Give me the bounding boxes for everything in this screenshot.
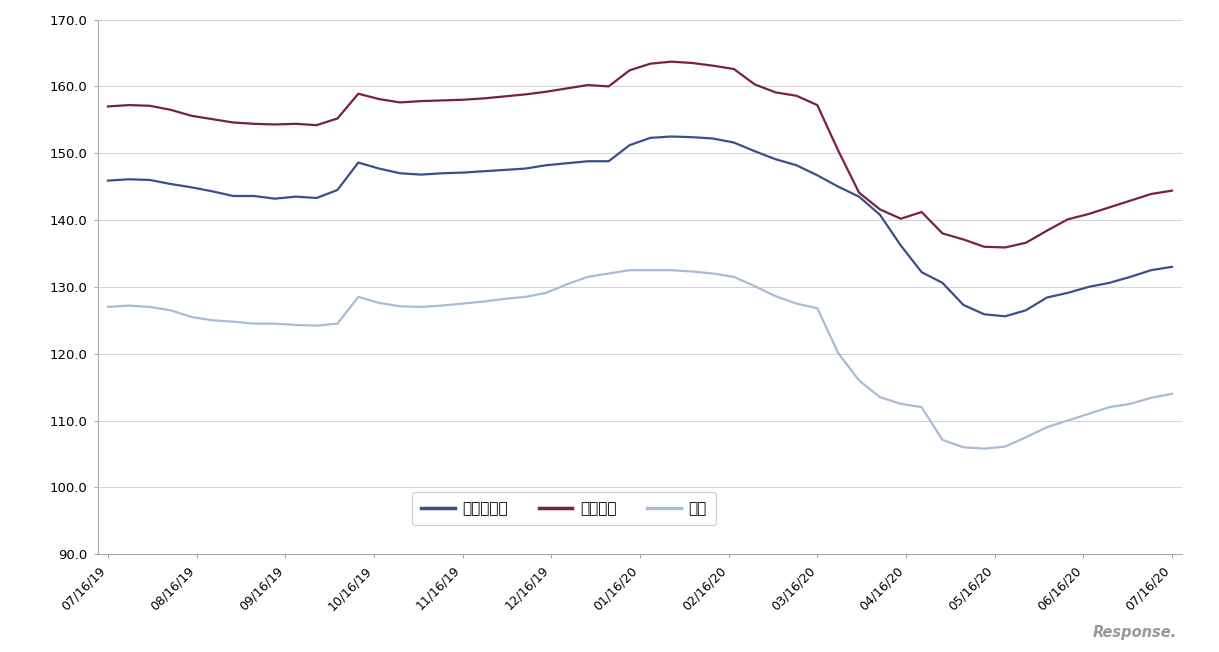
軽油	[622, 266, 636, 274]
レギュラー	[998, 312, 1013, 320]
ハイオク	[809, 101, 824, 109]
軽油	[601, 269, 616, 277]
ハイオク	[101, 102, 116, 110]
Text: Response.: Response.	[1092, 625, 1176, 640]
軽油	[685, 267, 700, 275]
レギュラー	[1164, 263, 1179, 271]
ハイオク	[601, 83, 616, 91]
軽油	[477, 298, 491, 306]
ハイオク	[184, 112, 199, 120]
軽油	[809, 304, 824, 312]
軽油	[976, 445, 991, 452]
Line: 軽油: 軽油	[108, 270, 1171, 449]
ハイオク	[664, 58, 679, 66]
軽油	[768, 292, 783, 300]
ハイオク	[1164, 186, 1179, 194]
軽油	[184, 313, 199, 321]
レギュラー	[601, 157, 616, 165]
レギュラー	[685, 133, 700, 141]
レギュラー	[184, 183, 199, 191]
レギュラー	[664, 132, 679, 140]
レギュラー	[477, 168, 491, 175]
軽油	[101, 303, 116, 311]
レギュラー	[809, 171, 824, 179]
レギュラー	[101, 177, 116, 185]
軽油	[1164, 390, 1179, 398]
レギュラー	[768, 155, 783, 163]
ハイオク	[685, 59, 700, 67]
ハイオク	[998, 244, 1013, 252]
ハイオク	[477, 95, 491, 102]
Line: ハイオク: ハイオク	[108, 62, 1171, 248]
Legend: レギュラー, ハイオク, 軽油: レギュラー, ハイオク, 軽油	[412, 492, 716, 525]
Line: レギュラー: レギュラー	[108, 136, 1171, 316]
ハイオク	[768, 89, 783, 96]
